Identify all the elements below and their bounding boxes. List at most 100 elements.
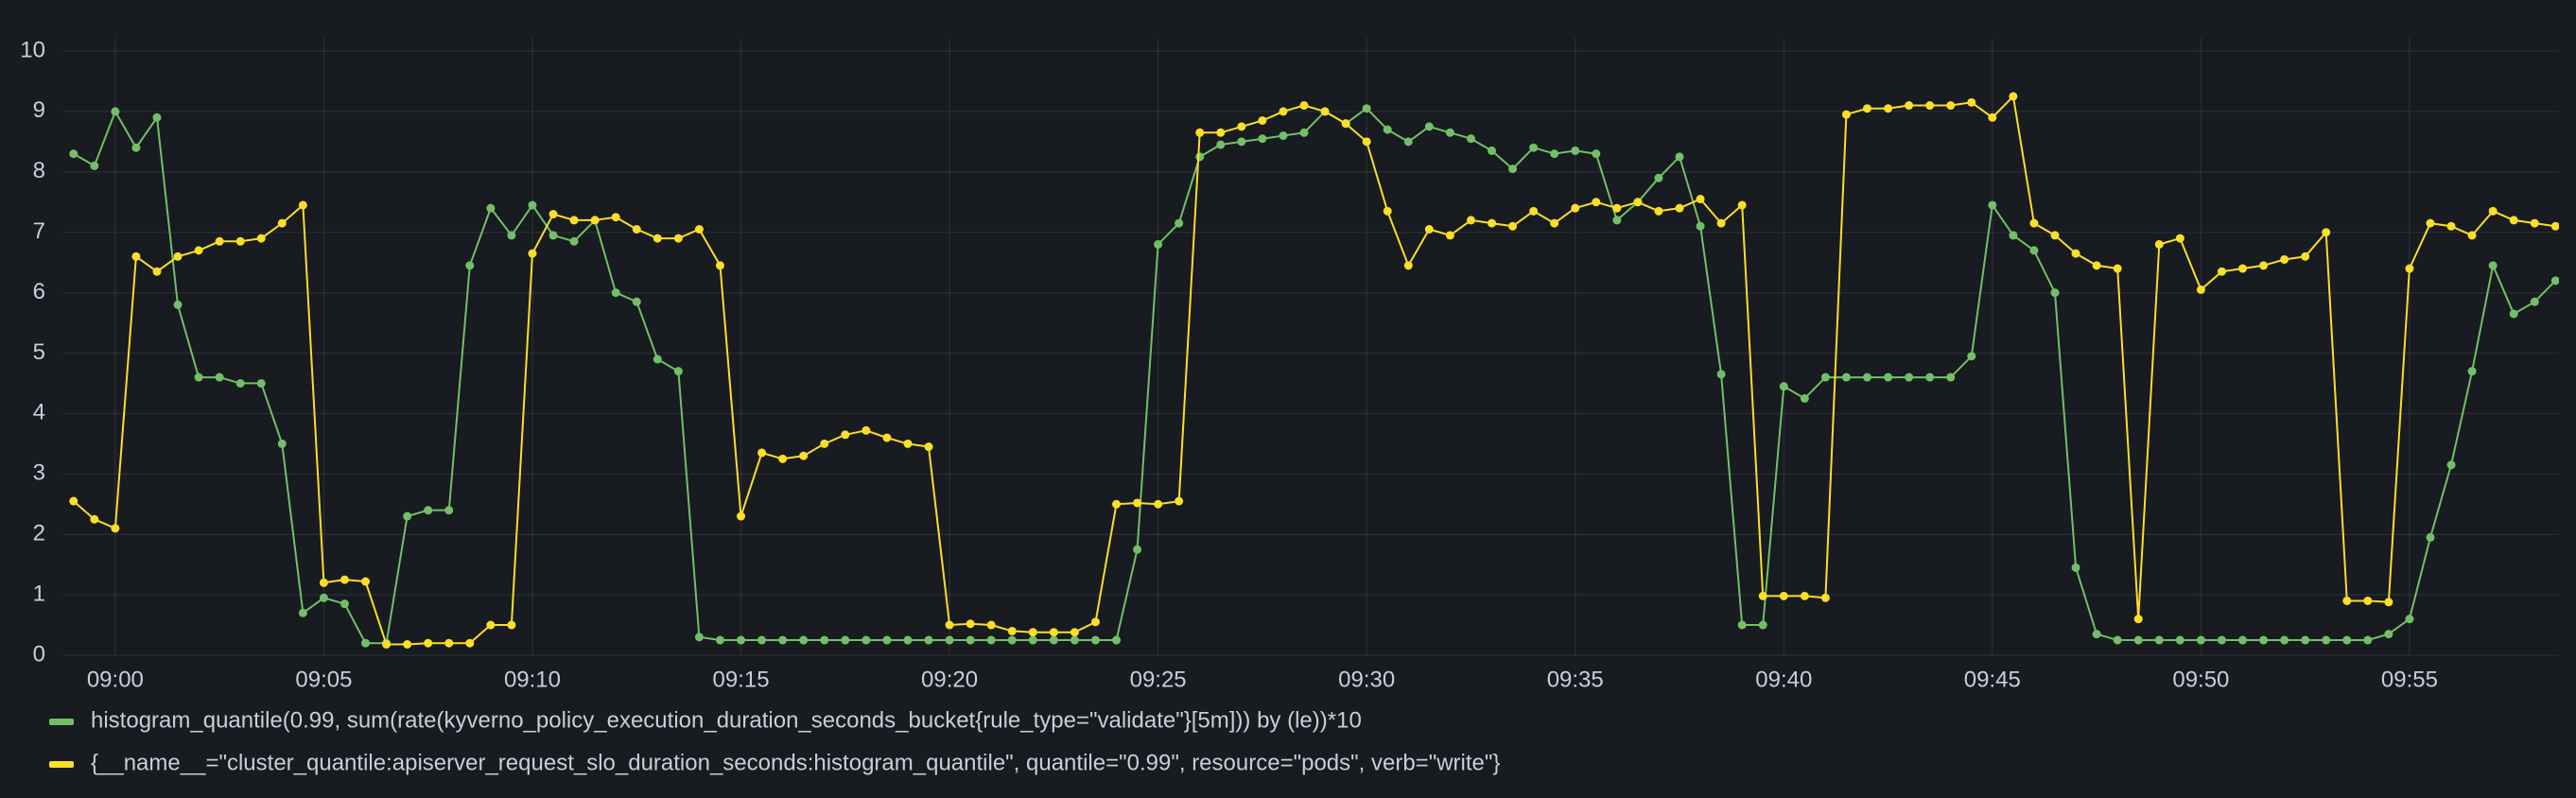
data-point <box>1696 221 1705 231</box>
data-point <box>2342 596 2352 605</box>
data-point <box>1488 218 1497 228</box>
data-point <box>820 635 829 645</box>
data-point <box>1905 373 1914 382</box>
data-point <box>2009 231 2018 240</box>
data-point <box>1403 261 1413 270</box>
data-point <box>319 578 328 587</box>
data-point <box>1779 382 1788 391</box>
data-point <box>2405 264 2414 273</box>
data-point <box>569 216 579 225</box>
data-point <box>403 512 412 521</box>
data-point <box>1383 125 1392 134</box>
data-point <box>194 246 203 255</box>
data-point <box>2342 635 2352 645</box>
data-point <box>632 297 641 306</box>
data-point <box>548 210 558 219</box>
data-point <box>2384 598 2393 607</box>
data-point <box>1403 137 1413 147</box>
data-point <box>2113 635 2122 645</box>
data-point <box>507 620 516 630</box>
data-point <box>1028 628 1037 637</box>
data-point <box>1550 149 1559 159</box>
data-point <box>2426 532 2435 542</box>
data-point <box>528 200 537 210</box>
data-point <box>694 633 704 642</box>
y-tick-label: 5 <box>33 339 45 365</box>
data-point <box>424 638 433 648</box>
data-point <box>2301 252 2310 261</box>
x-tick-label: 09:45 <box>1964 667 2021 692</box>
data-point <box>1154 239 1163 249</box>
data-point <box>2217 635 2226 645</box>
data-point <box>1175 496 1184 506</box>
data-point <box>757 635 767 645</box>
legend-label: histogram_quantile(0.99, sum(rate(kyvern… <box>91 707 1362 733</box>
data-point <box>528 249 537 258</box>
data-point <box>256 378 266 388</box>
data-point <box>611 288 620 298</box>
data-point <box>2071 249 2080 258</box>
data-point <box>715 261 724 270</box>
data-point <box>1988 200 1997 210</box>
data-point <box>1299 101 1309 111</box>
data-point <box>1841 110 1851 119</box>
data-point <box>1445 231 1454 240</box>
data-point <box>2009 92 2018 101</box>
data-point <box>673 234 683 243</box>
data-point <box>862 425 871 435</box>
data-point <box>673 367 683 376</box>
data-point <box>1800 393 1809 403</box>
data-point <box>632 225 641 234</box>
data-point <box>152 113 162 122</box>
data-point <box>1946 101 1956 111</box>
data-point <box>986 620 996 630</box>
data-point <box>1592 149 1601 159</box>
data-point <box>2113 264 2122 273</box>
data-point <box>1529 143 1539 152</box>
data-point <box>1675 203 1684 213</box>
data-point <box>1967 352 1976 361</box>
data-point <box>2154 635 2164 645</box>
data-point <box>2092 630 2101 639</box>
legend-label: {__name__="cluster_quantile:apiserver_re… <box>91 750 1500 775</box>
data-point <box>1654 173 1663 182</box>
data-point <box>1884 104 1893 113</box>
data-point <box>1863 104 1872 113</box>
data-point <box>2363 596 2373 605</box>
data-point <box>653 234 662 243</box>
y-tick-label: 0 <box>33 641 45 667</box>
data-point <box>882 635 892 645</box>
data-point <box>1612 203 1622 213</box>
data-point <box>778 635 788 645</box>
data-point <box>715 635 724 645</box>
y-tick-label: 8 <box>33 158 45 183</box>
data-point <box>424 506 433 515</box>
data-point <box>1216 128 1226 137</box>
data-point <box>611 213 620 222</box>
data-point <box>2175 635 2184 645</box>
data-point <box>799 635 809 645</box>
data-point <box>2050 231 2060 240</box>
data-point <box>235 236 245 246</box>
x-tick-label: 09:20 <box>921 667 978 692</box>
data-point <box>1863 373 1872 382</box>
data-point <box>339 599 349 609</box>
data-point <box>1195 128 1205 137</box>
data-point <box>1175 218 1184 228</box>
data-point <box>361 577 371 586</box>
data-point <box>465 638 475 648</box>
legend-swatch <box>49 761 74 768</box>
data-point <box>1112 499 1122 509</box>
data-point <box>1758 620 1767 630</box>
data-point <box>2280 635 2289 645</box>
data-point <box>1424 225 1434 234</box>
data-point <box>1070 628 1079 637</box>
data-point <box>2259 261 2269 270</box>
data-point <box>2301 635 2310 645</box>
data-point <box>2550 276 2559 286</box>
data-point <box>215 236 224 246</box>
data-point <box>1090 617 1100 627</box>
data-point <box>90 161 99 170</box>
data-point <box>2071 563 2080 572</box>
